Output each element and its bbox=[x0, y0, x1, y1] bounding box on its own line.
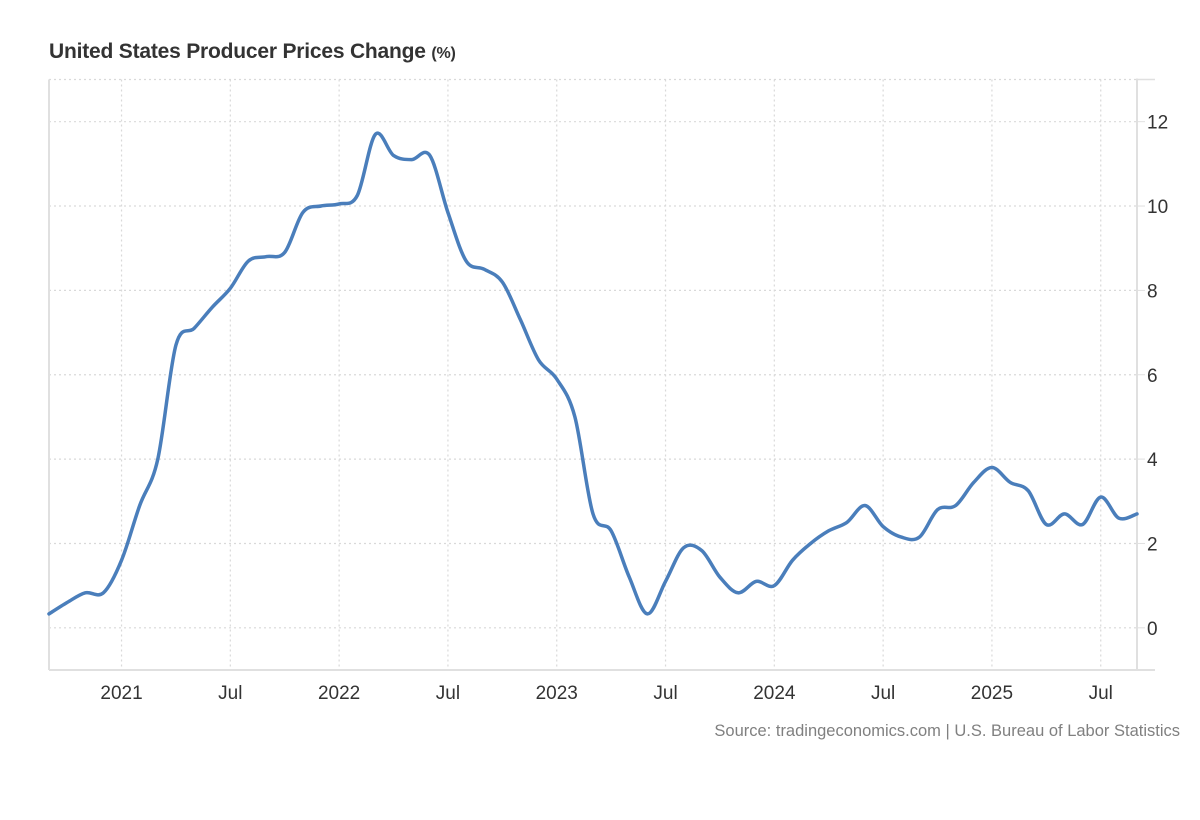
y-tick-label: 4 bbox=[1147, 450, 1158, 471]
data-point bbox=[446, 210, 450, 214]
data-point bbox=[47, 612, 51, 616]
data-point bbox=[482, 267, 486, 271]
data-point bbox=[555, 377, 559, 381]
data-point bbox=[863, 504, 867, 508]
data-point bbox=[83, 591, 87, 595]
chart-title-text: United States Producer Prices Change bbox=[49, 40, 426, 63]
data-point bbox=[791, 558, 795, 562]
data-point bbox=[1063, 512, 1067, 516]
data-point bbox=[700, 549, 704, 553]
data-point bbox=[373, 132, 377, 136]
data-point bbox=[355, 194, 359, 198]
data-point bbox=[972, 480, 976, 484]
x-axis-ticks: 2021 Jul 2022 Jul 2023 Jul 2024 Jul 2025 Jul bbox=[100, 683, 1112, 704]
y-tick-label: 0 bbox=[1147, 619, 1158, 640]
x-tick-label: 2024 bbox=[753, 683, 796, 704]
data-point bbox=[410, 158, 414, 162]
data-point bbox=[319, 204, 323, 208]
data-point bbox=[772, 584, 776, 588]
series-line bbox=[47, 131, 1139, 616]
x-tick-label: Jul bbox=[436, 683, 460, 704]
data-point bbox=[936, 508, 940, 512]
data-point bbox=[464, 259, 468, 263]
data-point bbox=[627, 575, 631, 579]
data-point bbox=[392, 153, 396, 157]
data-point bbox=[917, 535, 921, 539]
x-tick-label: Jul bbox=[218, 683, 242, 704]
data-point bbox=[645, 612, 649, 616]
data-point bbox=[899, 535, 903, 539]
data-point bbox=[809, 542, 813, 546]
data-point bbox=[65, 601, 69, 605]
data-point bbox=[210, 305, 214, 309]
chart-title: United States Producer Prices Change (%) bbox=[49, 40, 456, 64]
x-tick-label: 2021 bbox=[100, 683, 142, 704]
data-point bbox=[101, 591, 105, 595]
data-point bbox=[827, 529, 831, 533]
data-point bbox=[265, 255, 269, 259]
y-tick-label: 8 bbox=[1147, 281, 1158, 302]
grid bbox=[49, 78, 1137, 670]
data-point bbox=[537, 358, 541, 362]
y-tick-label: 10 bbox=[1147, 197, 1168, 218]
data-point bbox=[301, 210, 305, 214]
data-point bbox=[845, 520, 849, 524]
data-point bbox=[120, 558, 124, 562]
y-tick-label: 12 bbox=[1147, 113, 1168, 134]
source-note: Source: tradingeconomics.com | U.S. Bure… bbox=[714, 722, 1180, 740]
x-tick-label: 2025 bbox=[971, 683, 1013, 704]
y-tick-label: 6 bbox=[1147, 366, 1158, 387]
data-point bbox=[1044, 523, 1048, 527]
data-point bbox=[138, 504, 142, 508]
x-tick-label: 2022 bbox=[318, 683, 360, 704]
data-point bbox=[500, 280, 504, 284]
data-point bbox=[990, 466, 994, 470]
x-tick-label: Jul bbox=[1089, 683, 1113, 704]
data-point bbox=[664, 579, 668, 583]
data-point bbox=[718, 575, 722, 579]
data-point bbox=[881, 525, 885, 529]
data-point bbox=[1099, 495, 1103, 499]
x-tick-label: Jul bbox=[653, 683, 677, 704]
data-point bbox=[174, 343, 178, 347]
data-point bbox=[519, 318, 523, 322]
data-point bbox=[247, 259, 251, 263]
data-point bbox=[609, 529, 613, 533]
data-point bbox=[283, 250, 287, 254]
y-axis-ticks: 0 2 4 6 8 10 12 bbox=[1137, 113, 1168, 640]
data-point bbox=[337, 202, 341, 206]
data-point bbox=[1081, 523, 1085, 527]
data-point bbox=[1008, 480, 1012, 484]
data-point bbox=[754, 579, 758, 583]
data-point bbox=[428, 153, 432, 157]
x-tick-label: 2023 bbox=[536, 683, 578, 704]
data-point bbox=[192, 326, 196, 330]
data-point bbox=[591, 512, 595, 516]
data-point bbox=[682, 546, 686, 550]
data-point bbox=[156, 457, 160, 461]
series-group bbox=[47, 131, 1139, 616]
data-point bbox=[736, 591, 740, 595]
data-point bbox=[573, 415, 577, 419]
x-tick-label: Jul bbox=[871, 683, 895, 704]
data-point bbox=[1117, 516, 1121, 520]
data-point bbox=[1026, 489, 1030, 493]
y-tick-label: 2 bbox=[1147, 534, 1158, 555]
data-point bbox=[228, 286, 232, 290]
chart-title-unit: (%) bbox=[431, 45, 456, 62]
data-point bbox=[954, 504, 958, 508]
data-point bbox=[1135, 512, 1139, 516]
